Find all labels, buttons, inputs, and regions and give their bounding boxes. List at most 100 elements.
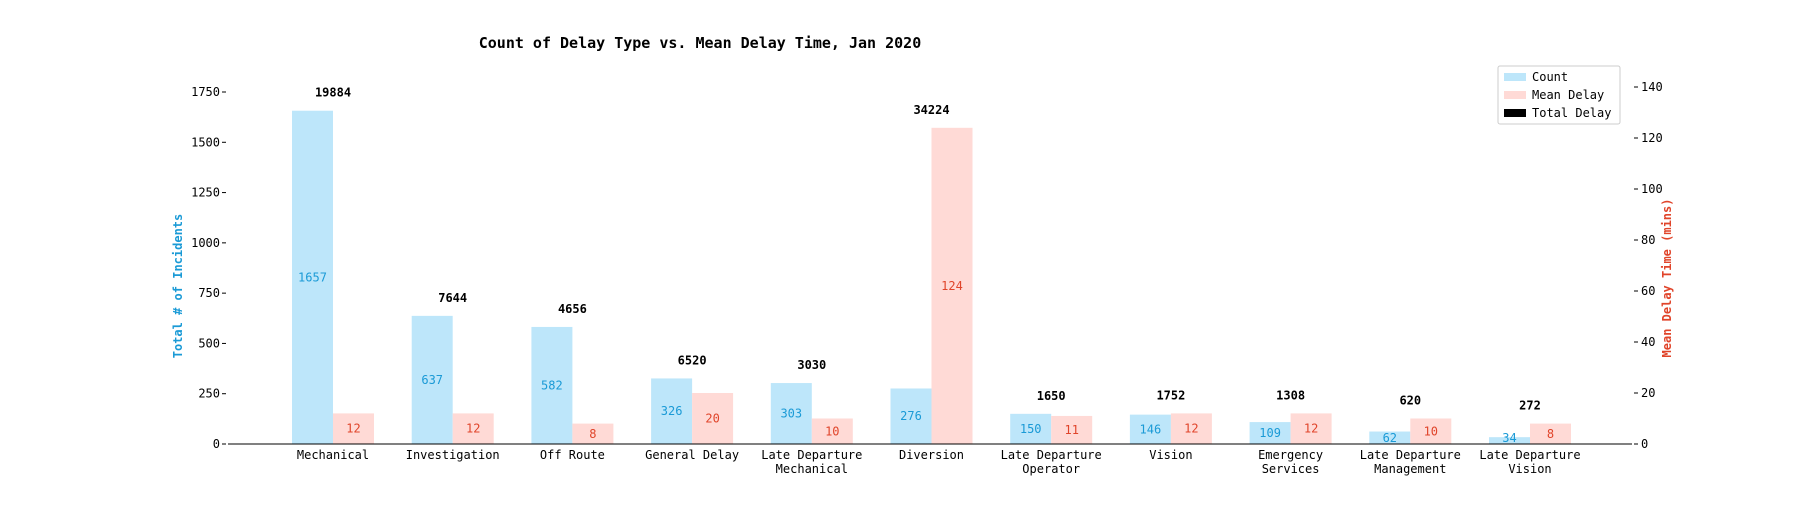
count-value-label: 150 (1020, 422, 1042, 436)
mean-delay-bar (1530, 423, 1571, 444)
legend-swatch (1504, 73, 1526, 81)
right-tick-label: 40 (1641, 335, 1655, 349)
mean-delay-bar (1051, 415, 1093, 444)
left-tick-label: 1250 (191, 186, 220, 200)
mean-delay-value-label: 12 (466, 422, 480, 436)
legend-label: Count (1532, 70, 1568, 84)
mean-delay-value-label: 12 (1304, 422, 1318, 436)
right-tick-label: 20 (1641, 386, 1655, 400)
mean-delay-value-label: 12 (346, 422, 360, 436)
category-label-line: Emergency (1258, 448, 1323, 462)
left-tick-label: 1000 (191, 236, 220, 250)
total-delay-label: 620 (1399, 394, 1421, 408)
mean-delay-value-label: 10 (1424, 424, 1438, 438)
total-delay-label: 1308 (1276, 388, 1305, 402)
left-tick-label: 1500 (191, 135, 220, 149)
mean-delay-value-label: 20 (705, 412, 719, 426)
mean-delay-bar (1290, 413, 1332, 444)
chart-title: Count of Delay Type vs. Mean Delay Time,… (479, 34, 922, 52)
count-bar (1010, 413, 1052, 444)
mean-delay-value-label: 8 (1547, 427, 1554, 441)
left-tick-label: 500 (198, 336, 220, 350)
total-delay-label: 1752 (1156, 388, 1185, 402)
count-bar (1369, 431, 1411, 444)
count-bar (1489, 437, 1530, 444)
legend-swatch (1504, 91, 1526, 99)
left-axis-label: Total # of Incidents (171, 214, 185, 359)
right-tick-label: 60 (1641, 284, 1655, 298)
mean-delay-bar (931, 127, 973, 445)
category-label-line: Mechanical (776, 462, 848, 476)
category-label-line: Off Route (540, 448, 605, 462)
count-bar (292, 110, 333, 444)
category-label-line: Late Departure (1360, 448, 1461, 462)
mean-delay-bar (572, 423, 614, 444)
legend-swatch (1504, 109, 1526, 117)
total-delay-label: 7644 (438, 291, 467, 305)
count-value-label: 62 (1383, 431, 1397, 445)
category-label: Late Departure Management (1360, 448, 1461, 476)
count-value-label: 582 (541, 378, 563, 392)
category-label-line: Late Departure (1001, 448, 1102, 462)
category-label-line: Investigation (406, 448, 500, 462)
category-label-line: Late Departure (761, 448, 862, 462)
category-label-line: Operator (1022, 462, 1080, 476)
count-bar (890, 388, 932, 444)
count-bar (651, 378, 693, 444)
category-label-line: Late Departure (1479, 448, 1580, 462)
count-value-label: 637 (421, 373, 443, 387)
mean-delay-bar (452, 413, 494, 444)
count-value-label: 146 (1140, 422, 1162, 436)
count-value-label: 303 (780, 407, 802, 421)
right-tick-label: 140 (1641, 80, 1663, 94)
total-delay-label: 3030 (797, 358, 826, 372)
mean-delay-value-label: 12 (1184, 422, 1198, 436)
bars: 1657 12 19884 637 12 7644 582 8 4656 326 20 6520 303… (292, 86, 1571, 445)
category-label-line: Services (1262, 462, 1320, 476)
mean-delay-bar (1170, 413, 1212, 444)
x-axis: Mechanical Investigation Off Route General … (228, 443, 1632, 476)
category-label: Investigation (406, 448, 500, 462)
left-tick-label: 750 (198, 286, 220, 300)
category-label-line: General Delay (645, 448, 739, 462)
left-tick-label: 0 (213, 437, 220, 451)
right-tick-label: 120 (1641, 131, 1663, 145)
category-label-line: Management (1374, 462, 1446, 476)
count-bar (531, 326, 573, 444)
left-tick-label: 1750 (191, 85, 220, 99)
count-bar (411, 315, 453, 444)
category-label: Mechanical (297, 448, 369, 462)
category-label: Off Route (540, 448, 605, 462)
total-delay-label: 19884 (315, 86, 351, 100)
count-value-label: 276 (900, 409, 922, 423)
mean-delay-bar (333, 413, 374, 444)
legend-box (1497, 65, 1621, 125)
mean-delay-value-label: 11 (1064, 423, 1078, 437)
left-axis: 0 250 500 750 1000 1250 1500 1750 Total # of Inc… (171, 85, 226, 451)
category-label-line: Vision (1508, 462, 1551, 476)
mean-delay-value-label: 124 (941, 279, 963, 293)
right-tick-label: 0 (1641, 437, 1648, 451)
legend: Count Mean Delay Total Delay (1497, 65, 1621, 125)
mean-delay-value-label: 8 (589, 427, 596, 441)
total-delay-label: 34224 (913, 103, 949, 117)
right-axis-label: Mean Delay Time (mins) (1660, 199, 1674, 358)
category-label-line: Mechanical (297, 448, 369, 462)
category-label: General Delay (645, 448, 739, 462)
count-value-label: 326 (661, 404, 683, 418)
count-value-label: 34 (1502, 431, 1516, 445)
category-label: Emergency Services (1258, 448, 1323, 476)
mean-delay-value-label: 10 (825, 424, 839, 438)
category-label: Late Departure Operator (1001, 448, 1102, 476)
category-label-line: Diversion (899, 448, 964, 462)
mean-delay-bar (1410, 418, 1452, 444)
total-delay-label: 1650 (1037, 389, 1066, 403)
right-tick-label: 100 (1641, 182, 1663, 196)
category-label: Late Departure Vision (1479, 448, 1580, 476)
mean-delay-bar (811, 418, 853, 444)
count-bar (1249, 422, 1291, 444)
right-axis: 0 20 40 60 80 100 120 140 Mean Delay Time (mins) (1634, 80, 1674, 451)
total-delay-label: 272 (1519, 399, 1541, 413)
